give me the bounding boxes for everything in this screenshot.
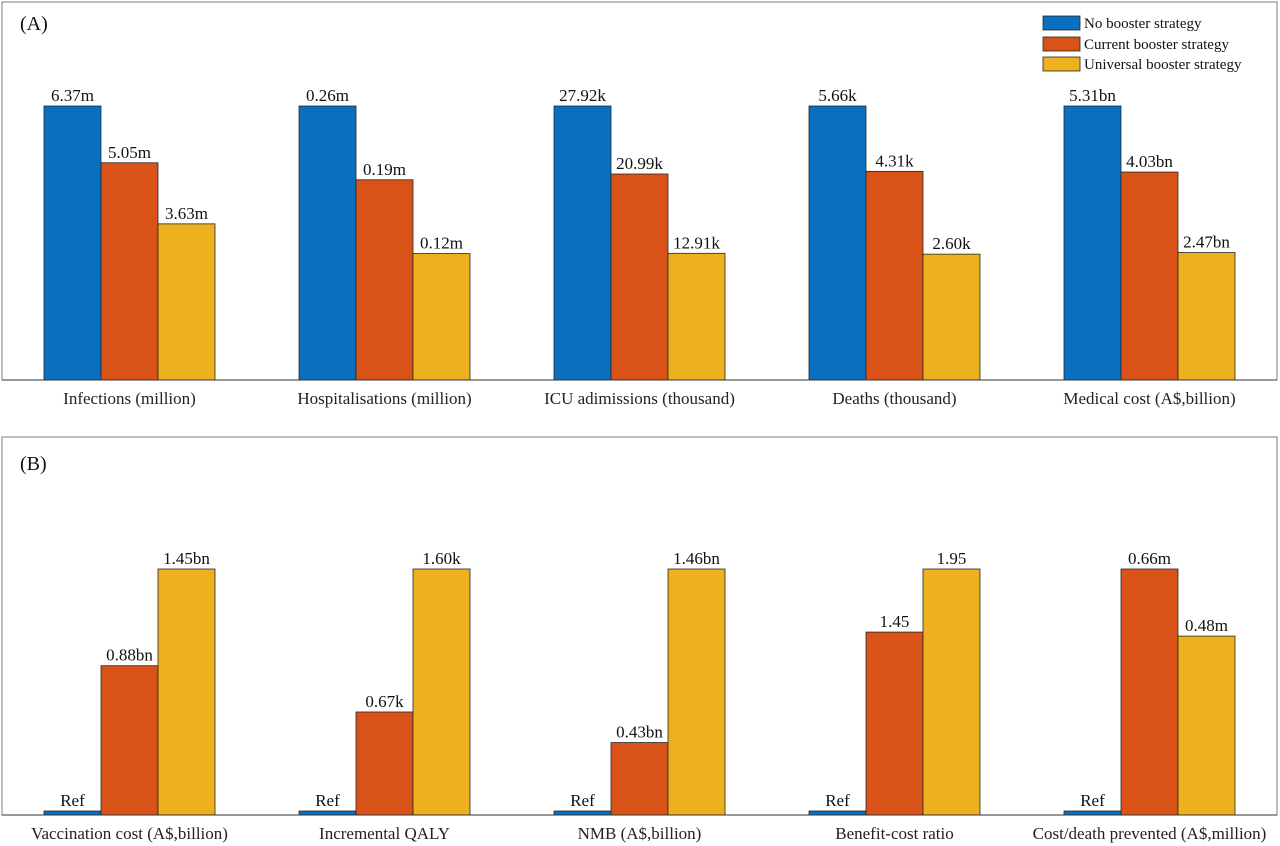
panel-b-value-label-incremental-qaly-series-1: Ref bbox=[315, 791, 340, 810]
panel-b-bar-incremental-qaly-series-1 bbox=[298, 810, 357, 816]
panel-b-value-label-vaccination-cost-a-billion-series-3: 1.45bn bbox=[163, 549, 210, 568]
panel-a-bars bbox=[43, 105, 1236, 381]
panel-b-value-label-nmb-a-billion-series-1: Ref bbox=[570, 791, 595, 810]
panel-b-value-label-nmb-a-billion-series-2: 0.43bn bbox=[616, 723, 663, 742]
panel-a-bar-infections-million-series-2 bbox=[100, 162, 159, 381]
panel-b-value-label-vaccination-cost-a-billion-series-1: Ref bbox=[60, 791, 85, 810]
panel-a-bar-icu-adimissions-thousand-series-2 bbox=[610, 173, 669, 381]
panel-b-category-label-benefit-cost-ratio: Benefit-cost ratio bbox=[835, 824, 954, 843]
panel-a-bar-deaths-thousand-series-3 bbox=[922, 253, 981, 381]
panel-b-value-label-incremental-qaly-series-3: 1.60k bbox=[422, 549, 461, 568]
panel-a-category-labels: Infections (million) Hospitalisations (mi… bbox=[63, 389, 1236, 408]
panel-a-bar-hospitalisations-million-series-2 bbox=[355, 179, 414, 381]
panel-b-value-label-benefit-cost-ratio-series-2: 1.45 bbox=[880, 612, 910, 631]
panel-b-label: (B) bbox=[20, 453, 47, 475]
panel-b-value-label-benefit-cost-ratio-series-3: 1.95 bbox=[937, 549, 967, 568]
panel-a-value-label-deaths-thousand-series-2: 4.31k bbox=[875, 151, 914, 170]
panel-b-value-label-nmb-a-billion-series-3: 1.46bn bbox=[673, 549, 720, 568]
panel-a-bar-deaths-thousand-series-1 bbox=[808, 105, 867, 381]
panel-a-value-label-icu-adimissions-thousand-series-3: 12.91k bbox=[673, 233, 720, 252]
panel-b-bar-vaccination-cost-a-billion-series-1 bbox=[43, 810, 102, 816]
panel-a-bar-deaths-thousand-series-2 bbox=[865, 170, 924, 381]
panel-b-bar-benefit-cost-ratio-series-1 bbox=[808, 810, 867, 816]
legend-label-universal-booster: Universal booster strategy bbox=[1084, 57, 1242, 73]
panel-a-value-label-icu-adimissions-thousand-series-2: 20.99k bbox=[616, 154, 663, 173]
panel-a-value-label-deaths-thousand-series-1: 5.66k bbox=[818, 86, 857, 105]
panel-a-value-label-medical-cost-a-billion-series-3: 2.47bn bbox=[1183, 233, 1230, 252]
panel-b-bars bbox=[43, 568, 1236, 816]
panel-a-category-label-icu-adimissions-thousand: ICU adimissions (thousand) bbox=[544, 389, 735, 408]
panel-a-bar-icu-adimissions-thousand-series-1 bbox=[553, 105, 612, 381]
legend-swatch-current-booster bbox=[1042, 36, 1081, 52]
panel-a-category-label-medical-cost-a-billion: Medical cost (A$,billion) bbox=[1063, 389, 1235, 408]
panel-a-bar-hospitalisations-million-series-1 bbox=[298, 105, 357, 381]
panel-a-bar-medical-cost-a-billion-series-2 bbox=[1120, 171, 1179, 381]
panel-b-category-label-cost-death-prevented-a-million: Cost/death prevented (A$,million) bbox=[1033, 824, 1267, 843]
panel-b-bar-cost-death-prevented-a-million-series-2 bbox=[1120, 568, 1179, 816]
legend: No booster strategy Current booster stra… bbox=[1042, 15, 1242, 73]
panel-a: (A) 6.37m 5.05m 3.63m 0.26m 0.19m 0.12m 27.92k… bbox=[1, 1, 1278, 408]
panel-a-category-label-deaths-thousand: Deaths (thousand) bbox=[832, 389, 956, 408]
panel-a-category-label-hospitalisations-million: Hospitalisations (million) bbox=[297, 389, 471, 408]
panel-b-value-label-benefit-cost-ratio-series-1: Ref bbox=[825, 791, 850, 810]
panel-b-category-label-nmb-a-billion: NMB (A$,billion) bbox=[578, 824, 702, 843]
panel-a-value-labels: 6.37m 5.05m 3.63m 0.26m 0.19m 0.12m 27.92k 20.9… bbox=[51, 86, 1230, 253]
panel-a-value-label-deaths-thousand-series-3: 2.60k bbox=[932, 234, 971, 253]
panel-a-value-label-hospitalisations-million-series-3: 0.12m bbox=[420, 234, 463, 253]
panel-a-bar-medical-cost-a-billion-series-1 bbox=[1063, 105, 1122, 381]
panel-b-bar-nmb-a-billion-series-1 bbox=[553, 810, 612, 816]
panel-a-value-label-medical-cost-a-billion-series-2: 4.03bn bbox=[1126, 152, 1173, 171]
panel-b-bar-nmb-a-billion-series-2 bbox=[610, 742, 669, 816]
panel-b-bar-benefit-cost-ratio-series-2 bbox=[865, 631, 924, 816]
panel-b-value-label-cost-death-prevented-a-million-series-2: 0.66m bbox=[1128, 549, 1171, 568]
panel-a-value-label-hospitalisations-million-series-2: 0.19m bbox=[363, 160, 406, 179]
panel-b-bar-incremental-qaly-series-2 bbox=[355, 711, 414, 816]
panel-b-bar-vaccination-cost-a-billion-series-2 bbox=[100, 665, 159, 816]
panel-a-label: (A) bbox=[20, 13, 48, 35]
panel-b-bar-nmb-a-billion-series-3 bbox=[667, 568, 726, 816]
panel-b: (B) Ref 0.88bn 1.45bn Ref 0.67k 1.60k Ref 0.43b… bbox=[1, 436, 1278, 843]
panel-a-bar-medical-cost-a-billion-series-3 bbox=[1177, 252, 1236, 381]
panel-b-category-label-incremental-qaly: Incremental QALY bbox=[319, 824, 450, 843]
panel-a-value-label-infections-million-series-1: 6.37m bbox=[51, 86, 94, 105]
panel-a-bar-infections-million-series-1 bbox=[43, 105, 102, 381]
panel-a-bar-icu-adimissions-thousand-series-3 bbox=[667, 252, 726, 381]
panel-b-value-labels: Ref 0.88bn 1.45bn Ref 0.67k 1.60k Ref 0.43bn 1.4… bbox=[60, 549, 1228, 810]
panel-b-category-labels: Vaccination cost (A$,billion) Incremental… bbox=[31, 824, 1266, 843]
panel-b-value-label-cost-death-prevented-a-million-series-3: 0.48m bbox=[1185, 616, 1228, 635]
panel-a-value-label-icu-adimissions-thousand-series-1: 27.92k bbox=[559, 86, 606, 105]
legend-swatch-no-booster bbox=[1042, 15, 1081, 31]
panel-b-category-label-vaccination-cost-a-billion: Vaccination cost (A$,billion) bbox=[31, 824, 228, 843]
legend-swatch-universal-booster bbox=[1042, 56, 1081, 72]
panel-b-bar-vaccination-cost-a-billion-series-3 bbox=[157, 568, 216, 816]
panel-b-bar-benefit-cost-ratio-series-3 bbox=[922, 568, 981, 816]
panel-a-value-label-infections-million-series-2: 5.05m bbox=[108, 143, 151, 162]
panel-a-bar-hospitalisations-million-series-3 bbox=[412, 253, 471, 381]
panel-a-value-label-medical-cost-a-billion-series-1: 5.31bn bbox=[1069, 86, 1116, 105]
panel-b-bar-cost-death-prevented-a-million-series-1 bbox=[1063, 810, 1122, 816]
panel-a-value-label-hospitalisations-million-series-1: 0.26m bbox=[306, 86, 349, 105]
panel-b-bar-incremental-qaly-series-3 bbox=[412, 568, 471, 816]
panel-a-category-label-infections-million: Infections (million) bbox=[63, 389, 196, 408]
panel-b-bar-cost-death-prevented-a-million-series-3 bbox=[1177, 635, 1236, 816]
legend-label-no-booster: No booster strategy bbox=[1084, 16, 1202, 32]
panel-b-value-label-cost-death-prevented-a-million-series-1: Ref bbox=[1080, 791, 1105, 810]
panel-b-value-label-incremental-qaly-series-2: 0.67k bbox=[365, 692, 404, 711]
legend-label-current-booster: Current booster strategy bbox=[1084, 37, 1229, 53]
panel-a-bar-infections-million-series-3 bbox=[157, 223, 216, 381]
panel-a-value-label-infections-million-series-3: 3.63m bbox=[165, 204, 208, 223]
panel-b-value-label-vaccination-cost-a-billion-series-2: 0.88bn bbox=[106, 646, 153, 665]
